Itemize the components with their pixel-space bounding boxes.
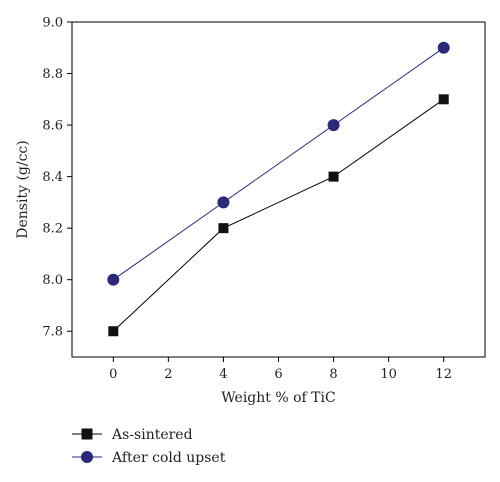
y-tick-label: 9.0 bbox=[42, 16, 63, 31]
y-tick-label: 8.4 bbox=[42, 170, 63, 185]
data-point-as-sintered bbox=[328, 171, 339, 182]
x-tick-label: 6 bbox=[274, 367, 282, 382]
y-axis-ticks: 7.8 8.0 8.2 8.4 8.6 8.8 9.0 bbox=[42, 16, 72, 340]
y-tick-label: 8.2 bbox=[42, 222, 63, 237]
legend-item-after-cold-upset: After cold upset bbox=[72, 450, 226, 466]
series-line-after-cold-upset bbox=[113, 47, 444, 281]
data-point-as-sintered bbox=[438, 94, 449, 105]
y-tick-label: 8.8 bbox=[42, 67, 63, 82]
x-tick-label: 10 bbox=[380, 367, 397, 382]
legend: As-sintered After cold upset bbox=[72, 427, 226, 466]
data-point-after-cold-upset bbox=[107, 273, 120, 286]
legend-marker-circle bbox=[81, 451, 93, 463]
series-layer bbox=[107, 41, 450, 337]
legend-label-as-sintered: As-sintered bbox=[111, 427, 193, 443]
data-point-after-cold-upset bbox=[437, 41, 450, 54]
x-tick-label: 8 bbox=[329, 367, 337, 382]
x-tick-label: 4 bbox=[219, 367, 227, 382]
x-tick-label: 2 bbox=[164, 367, 172, 382]
data-point-after-cold-upset bbox=[327, 119, 340, 132]
legend-marker-square bbox=[81, 428, 93, 440]
y-tick-label: 7.8 bbox=[42, 325, 63, 340]
legend-item-as-sintered: As-sintered bbox=[72, 427, 193, 443]
data-point-after-cold-upset bbox=[217, 196, 230, 209]
y-axis-title: Density (g/cc) bbox=[15, 140, 31, 238]
y-tick-label: 8.6 bbox=[42, 119, 63, 134]
x-tick-label: 0 bbox=[109, 367, 117, 382]
legend-label-after-cold-upset: After cold upset bbox=[111, 450, 226, 466]
x-tick-label: 12 bbox=[435, 367, 452, 382]
series-line-as-sintered bbox=[112, 98, 444, 332]
y-tick-label: 8.0 bbox=[42, 273, 63, 288]
plot-area-frame bbox=[71, 21, 486, 358]
x-axis-title: Weight % of TiC bbox=[221, 390, 335, 406]
data-point-as-sintered bbox=[218, 223, 229, 234]
data-point-as-sintered bbox=[108, 326, 119, 337]
x-axis-ticks: 0 2 4 6 8 10 12 bbox=[109, 357, 452, 382]
